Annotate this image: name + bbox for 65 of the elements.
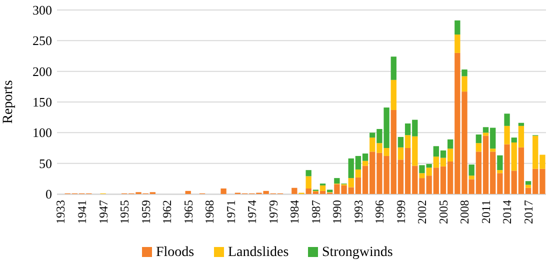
x-tick-label: 1941 [75,200,90,224]
bar [292,188,298,194]
bar [306,176,312,188]
x-tick-label: 1947 [96,200,110,224]
bar [355,169,362,178]
bar [482,132,489,136]
bar [476,134,482,144]
bar [454,34,460,53]
x-tick-label: 1979 [266,200,280,224]
bar [525,181,532,185]
y-tick-label: 50 [39,156,52,171]
bar [454,20,460,35]
bar [504,114,510,126]
y-tick-label: 300 [32,2,52,18]
y-tick-label: 250 [32,33,52,48]
bar [334,178,340,184]
x-tick-label: 1990 [330,200,344,224]
bar [306,170,312,176]
bar [447,139,454,149]
bar [390,80,396,110]
bar [476,143,482,152]
bar [511,138,517,142]
x-tick-label: 1965 [181,200,196,224]
x-tick-label: 1993 [351,200,366,224]
bar [468,164,474,176]
bar [490,148,496,152]
x-tick-label: 1974 [245,200,260,224]
y-axis-title: Reports [1,80,16,124]
x-tick-label: 1987 [308,200,323,224]
bar [398,136,404,148]
y-tick-label: 0 [46,186,52,202]
x-tick-label: 2011 [478,200,493,224]
x-tick-label: 1959 [138,200,153,224]
x-tick-label: 2005 [436,200,450,224]
legend-label: Strongwinds [322,245,393,260]
x-tick-label: 2014 [500,200,514,224]
x-tick-label: 1933 [54,200,68,224]
bar [362,160,368,166]
x-tick-label: 1999 [394,200,408,224]
bar [497,155,503,170]
legend-label: Floods [156,245,194,260]
x-tick-label: 1996 [372,200,387,224]
y-tick-label: 100 [32,125,52,140]
bar [220,188,226,194]
x-tick-label: 2002 [415,200,430,224]
x-tick-label: 1962 [160,200,174,224]
x-tick-label: 2008 [458,200,472,224]
y-tick-label: 150 [32,94,52,110]
x-tick-label: 1971 [224,200,238,224]
x-tick-label: 1955 [118,200,132,224]
bar [320,185,326,191]
bar [468,176,474,180]
x-tick-label: 2017 [521,200,536,224]
bar [462,69,468,76]
y-tick-label: 200 [32,64,52,79]
bar [327,190,333,192]
bar [390,56,396,80]
x-tick-label: 1984 [288,200,302,224]
bar [185,190,191,194]
x-tick-label: 1968 [202,200,217,224]
bar [497,170,503,174]
bar [518,122,524,126]
bar [525,184,532,188]
legend-label: Landslides [228,245,289,260]
bar [462,76,468,92]
